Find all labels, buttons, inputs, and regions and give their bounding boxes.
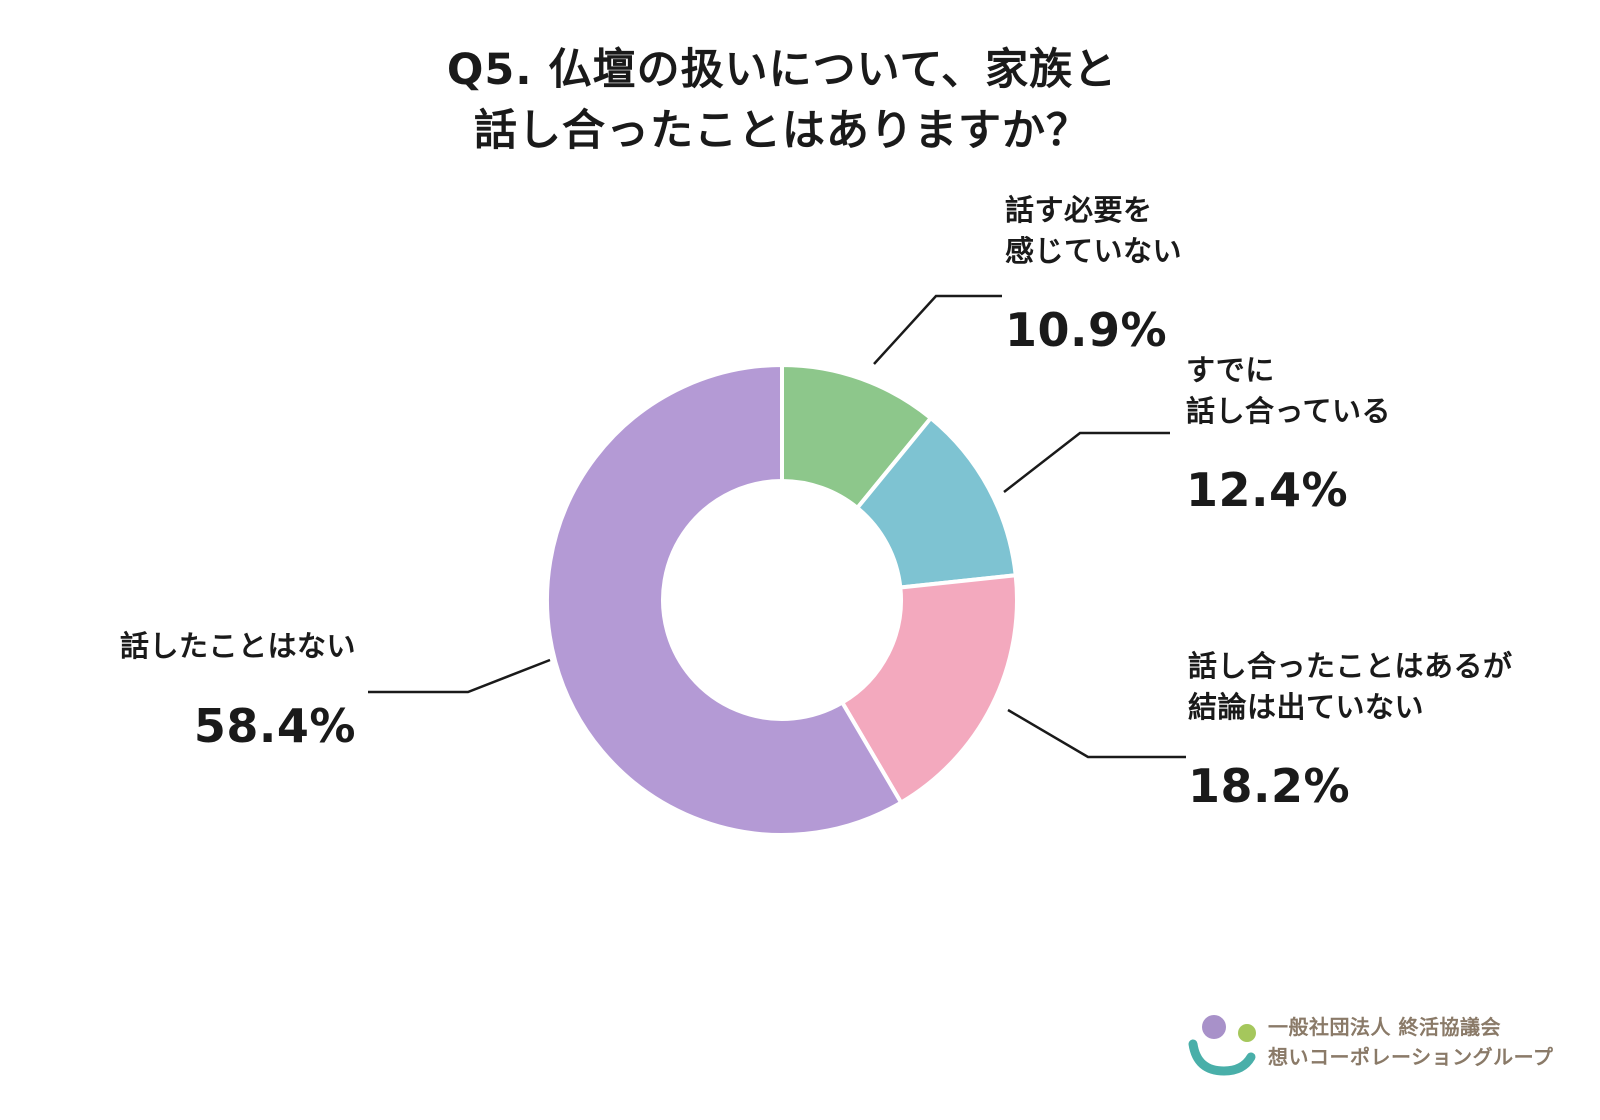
- pie-segment-2: [840, 573, 1020, 805]
- logo-dot-purple: [1202, 1015, 1226, 1039]
- leader-line-no-need: [873, 294, 1002, 365]
- label-never-talked-percent: 58.4%: [193, 698, 356, 753]
- label-already-discussed-line1: すでに: [1186, 353, 1275, 387]
- org-name-line1: 一般社団法人 終活協議会: [1268, 1015, 1501, 1039]
- label-no-need-line1: 話す必要を: [1005, 193, 1153, 227]
- logo-dot-green: [1238, 1024, 1256, 1042]
- label-already-discussed-percent: 12.4%: [1186, 463, 1349, 518]
- label-never-talked-text: 話したことはない: [88, 626, 356, 667]
- label-already-discussed: すでに 話し合っている 12.4%: [1186, 350, 1391, 517]
- label-no-conclusion-line2: 結論は出ていない: [1188, 689, 1425, 724]
- label-already-discussed-text: すでに 話し合っている: [1186, 350, 1391, 431]
- label-no-need-line2: 感じていない: [1005, 233, 1183, 268]
- org-logo-mark: [1188, 1015, 1256, 1076]
- label-no-conclusion-percent: 18.2%: [1188, 759, 1351, 814]
- pie-segment-3: [545, 363, 904, 837]
- leader-line-never-talked: [368, 658, 551, 694]
- label-no-need-text: 話す必要を 感じていない: [1005, 190, 1182, 271]
- org-name: 一般社団法人 終活協議会 想いコーポレーショングループ: [1268, 1012, 1553, 1072]
- leader-line-already-discussed: [1003, 431, 1170, 493]
- label-no-need-percent: 10.9%: [1005, 303, 1168, 358]
- label-no-conclusion: 話し合ったことはあるが 結論は出ていない 18.2%: [1188, 646, 1513, 813]
- org-name-line2: 想いコーポレーショングループ: [1268, 1045, 1554, 1069]
- label-never-talked: 話したことはない 58.4%: [88, 626, 356, 753]
- label-already-discussed-line2: 話し合っている: [1186, 393, 1392, 428]
- logo-smile: [1188, 1039, 1256, 1076]
- label-no-conclusion-line1: 話し合ったことはあるが: [1188, 649, 1513, 683]
- leader-line-no-conclusion: [1007, 708, 1186, 759]
- chart-title-line1: Q5. 仏壇の扱いについて、家族と: [446, 45, 1118, 95]
- donut-slices: [545, 363, 1020, 837]
- label-no-conclusion-text: 話し合ったことはあるが 結論は出ていない: [1188, 646, 1513, 727]
- chart-title-line2: 話し合ったことはありますか？: [474, 106, 1090, 157]
- label-never-talked-line1: 話したことはない: [119, 629, 356, 663]
- label-no-need: 話す必要を 感じていない 10.9%: [1005, 190, 1182, 357]
- chart-title: Q5. 仏壇の扱いについて、家族と 話し合ったことはありますか？: [0, 40, 1564, 162]
